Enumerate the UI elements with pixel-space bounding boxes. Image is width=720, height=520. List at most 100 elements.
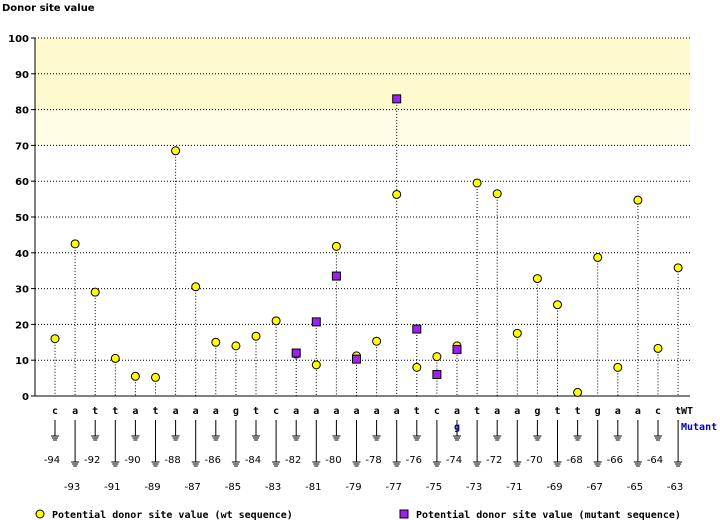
position-label: -92 xyxy=(84,455,100,466)
wt-base: t xyxy=(152,406,158,417)
wt-base: a xyxy=(213,406,219,417)
wt-base: a xyxy=(394,406,400,417)
wt-base: c xyxy=(273,406,279,417)
wt-point xyxy=(553,300,562,310)
position-label: -93 xyxy=(64,482,80,493)
wt-point xyxy=(573,387,583,397)
wt-point xyxy=(593,252,603,262)
y-tick-label: 40 xyxy=(15,249,29,260)
wt-point xyxy=(432,352,442,362)
position-label: -94 xyxy=(44,455,60,466)
wt-point xyxy=(130,371,140,381)
position-label: -75 xyxy=(426,482,442,493)
legend-mutant-label: Potential donor site value (mutant seque… xyxy=(416,509,681,520)
wt-base: a xyxy=(635,406,641,417)
wt-point xyxy=(90,287,100,297)
y-tick-label: 20 xyxy=(15,320,29,331)
highlight-band-1 xyxy=(35,109,690,146)
position-label: -63 xyxy=(667,482,683,493)
wt-base: a xyxy=(132,406,138,417)
wt-base: a xyxy=(333,406,339,417)
wt-base: c xyxy=(434,406,440,417)
position-label: -77 xyxy=(386,482,402,493)
wt-base: a xyxy=(615,406,621,417)
wt-point xyxy=(492,189,502,199)
wt-base: t xyxy=(554,406,560,417)
wt-base: g xyxy=(233,406,239,417)
position-label: -83 xyxy=(265,482,281,493)
wt-point xyxy=(412,362,422,372)
wt-base: t xyxy=(414,406,420,417)
position-label: -88 xyxy=(164,455,180,466)
legend-wt-marker xyxy=(35,509,45,519)
wt-base: t xyxy=(474,406,480,417)
position-label: -81 xyxy=(305,482,321,493)
wt-base: t xyxy=(253,406,259,417)
position-label: -72 xyxy=(486,455,502,466)
wt-point xyxy=(151,372,160,382)
wt-base: c xyxy=(655,406,661,417)
position-label: -76 xyxy=(406,455,422,466)
wt-point xyxy=(110,353,120,363)
position-label: -90 xyxy=(124,455,140,466)
wt-base: a xyxy=(454,406,460,417)
wt-base: t xyxy=(92,406,98,417)
wt-base: g xyxy=(534,406,540,417)
mutant-point xyxy=(392,94,402,104)
wt-base: t xyxy=(675,406,681,417)
position-label: -66 xyxy=(607,455,623,466)
position-label: -84 xyxy=(245,455,261,466)
wt-base: t xyxy=(575,406,581,417)
wt-base: a xyxy=(313,406,319,417)
y-tick-label: 10 xyxy=(15,356,29,367)
position-label: -64 xyxy=(647,455,663,466)
wt-point xyxy=(191,282,201,292)
wt-point xyxy=(231,341,241,351)
wt-base: a xyxy=(193,406,199,417)
position-label: -69 xyxy=(546,482,562,493)
mutant-point xyxy=(412,324,422,334)
wt-base: a xyxy=(173,406,179,417)
wt-base: t xyxy=(112,406,118,417)
mutant-point xyxy=(352,354,361,364)
y-tick-label: 90 xyxy=(15,70,29,81)
mutant-point xyxy=(331,271,341,281)
position-label: -71 xyxy=(506,482,522,493)
y-tick-label: 80 xyxy=(15,106,29,117)
mutant-point xyxy=(452,344,462,354)
position-label: -73 xyxy=(466,482,482,493)
legend-mutant-marker xyxy=(399,509,409,519)
wt-point xyxy=(532,274,542,284)
mutant-row-label: Mutant xyxy=(681,422,717,433)
position-label: -91 xyxy=(104,482,120,493)
y-axis-title: Donor site value xyxy=(2,3,95,14)
wt-point xyxy=(251,331,261,341)
wt-base: a xyxy=(72,406,78,417)
position-label: -82 xyxy=(285,455,301,466)
wt-point xyxy=(673,263,683,273)
wt-base: a xyxy=(494,406,500,417)
wt-row-label: WT xyxy=(681,406,693,417)
wt-point xyxy=(633,195,643,205)
wt-point xyxy=(311,360,321,370)
wt-base: c xyxy=(52,406,58,417)
position-label: -79 xyxy=(345,482,361,493)
wt-point xyxy=(472,178,482,188)
y-tick-label: 60 xyxy=(15,177,29,188)
wt-base: a xyxy=(374,406,380,417)
position-label: -65 xyxy=(627,482,643,493)
position-label: -89 xyxy=(144,482,160,493)
wt-point xyxy=(171,146,181,156)
position-label: -70 xyxy=(526,455,542,466)
legend-wt-label: Potential donor site value (wt sequence) xyxy=(52,509,293,520)
wt-point xyxy=(50,334,60,344)
position-label: -80 xyxy=(325,455,341,466)
y-tick-label: 70 xyxy=(15,141,29,152)
wt-point xyxy=(613,362,623,372)
wt-point xyxy=(70,239,80,249)
wt-point xyxy=(653,343,663,353)
position-label: -86 xyxy=(205,455,221,466)
wt-base: a xyxy=(293,406,299,417)
y-tick-label: 0 xyxy=(22,392,29,403)
